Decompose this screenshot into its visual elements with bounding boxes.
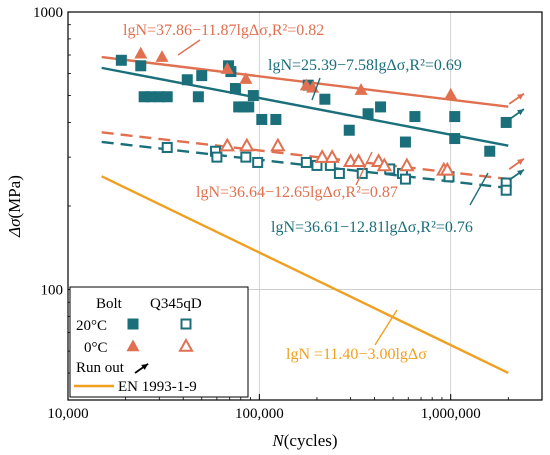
bolt_20-point	[500, 116, 512, 128]
runout-arrow-head	[517, 109, 524, 116]
q345_0-point	[350, 153, 367, 168]
bolt_20-point	[145, 91, 157, 103]
bolt_20-point	[161, 91, 173, 103]
fit_bolt_20-line	[101, 66, 509, 147]
fit_q345_0-label: lgN=36.64−12.65lgΔσ,R²=0.87	[196, 184, 398, 201]
bolt_0-point	[134, 46, 148, 59]
fit_en-label: lgN =11.40−3.00lgΔσ	[286, 346, 427, 363]
legend: Bolt Q345qD 20°C 0°C Run out EN 1993-1-9	[69, 286, 249, 398]
bolt_0-point	[444, 87, 458, 100]
bolt_0-point	[354, 83, 368, 95]
bolt_20-point	[449, 111, 461, 123]
bolt_20-point	[181, 74, 193, 86]
bolt_20-point	[247, 90, 259, 102]
bolt_20-point	[243, 101, 255, 113]
legend-marker-q345-20	[180, 318, 192, 330]
q345_0-point	[314, 149, 330, 163]
fit_bolt_20-pointer	[311, 77, 321, 101]
fit_en-pointer	[374, 309, 398, 346]
fit_en-line	[101, 175, 509, 374]
legend-col-bolt: Bolt	[96, 296, 123, 312]
fit_q345_0-pointer	[355, 151, 373, 186]
legend-row-20: 20°C	[76, 318, 107, 334]
q345_0-point	[376, 157, 393, 172]
bolt_20-point	[343, 124, 355, 136]
q345_20-point	[252, 156, 264, 168]
bolt_20-point	[409, 111, 421, 123]
q345_0-point	[324, 149, 340, 163]
data-points	[115, 46, 512, 196]
legend-box	[69, 286, 249, 398]
q345_0-point	[219, 137, 236, 152]
runout-arrows	[508, 92, 525, 181]
bolt_20-point	[153, 91, 165, 103]
legend-runout-arrow-head	[141, 363, 149, 370]
x-tick-label: 10,000	[47, 406, 88, 422]
legend-en-label: EN 1993-1-9	[118, 379, 197, 395]
x-tick-label: 100,000	[235, 406, 284, 422]
runout-arrow-head	[517, 169, 524, 176]
bolt_20-point	[362, 108, 374, 120]
bolt_20-point	[135, 60, 147, 72]
legend-col-q345: Q345qD	[150, 296, 202, 312]
bolt_20-point	[192, 91, 204, 103]
q345_20-point	[333, 167, 345, 179]
legend-run-out: Run out	[76, 360, 125, 376]
q345_20-point	[500, 184, 512, 196]
y-tick-label: 100	[41, 283, 64, 299]
q345_0-point	[399, 157, 415, 172]
bolt_20-point	[484, 145, 496, 157]
bolt_0-point	[239, 72, 253, 84]
runout-arrow-head	[517, 93, 524, 100]
bolt_20-point	[449, 133, 461, 145]
q345_0-point	[439, 161, 456, 176]
q345_20-point	[399, 173, 411, 185]
legend-marker-bolt-0	[126, 339, 140, 352]
q345_20-point	[161, 141, 173, 153]
bolt_20-point	[375, 101, 387, 113]
runout-arrow-head	[517, 158, 524, 165]
fit_bolt_20-label: lgN=25.39−7.58lgΔσ,R²=0.69	[268, 57, 462, 74]
fit_q345_20-label: lgN=36.61−12.81lgΔσ,R²=0.76	[271, 219, 473, 236]
y-axis-label: Δσ(MPa)	[5, 175, 24, 238]
legend-marker-bolt-20	[127, 318, 139, 330]
bolt_20-point	[319, 93, 331, 105]
bolt_20-point	[138, 91, 150, 103]
y-tick-label: 1000	[33, 5, 63, 21]
q345_20-point	[240, 151, 252, 163]
fit_bolt_0-pointer	[177, 39, 201, 56]
x-tick-label: 1,000,000	[421, 406, 481, 422]
fit_bolt_0-label: lgN=37.86−11.87lgΔσ,R²=0.82	[123, 22, 324, 39]
legend-marker-q345-0	[178, 337, 194, 352]
bolt_20-point	[229, 83, 241, 95]
q345_0-point	[239, 137, 255, 152]
x-axis-label: N(cycles)	[271, 431, 337, 450]
bolt_20-point	[399, 136, 411, 148]
bolt_20-point	[270, 113, 282, 125]
q345_0-point	[270, 137, 286, 152]
fit_q345_0-line	[101, 131, 509, 181]
fit-annotations: lgN=37.86−11.87lgΔσ,R²=0.82 lgN=25.39−7.5…	[123, 22, 489, 363]
q345_20-point	[211, 151, 223, 163]
bolt_20-point	[196, 70, 208, 82]
bolt_0-point	[220, 62, 234, 74]
bolt_20-point	[256, 113, 268, 125]
fit_q345_20-pointer	[469, 172, 489, 206]
bolt_20-point	[115, 54, 127, 66]
bolt_0-point	[155, 50, 169, 62]
q345_20-point	[300, 156, 312, 168]
legend-row-0: 0°C	[84, 340, 108, 356]
